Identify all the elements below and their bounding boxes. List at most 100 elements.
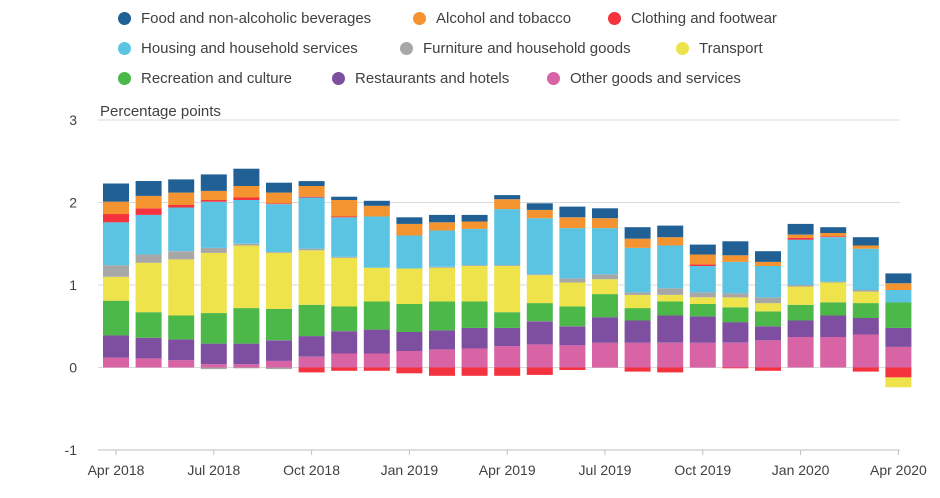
bar-segment [852,334,879,368]
bar-segment [168,192,195,205]
bar-segment [429,266,455,268]
bar-segment [461,327,488,349]
legend-item[interactable]: Restaurants and hotels [332,70,509,87]
bar-segment [103,300,129,336]
bar-segment [657,225,684,238]
bar-segment [266,308,292,341]
bar-segment [396,351,423,368]
legend-swatch-icon [413,12,426,25]
bar-segment [396,235,423,269]
bar-segment [429,367,455,376]
bar-segment [429,330,455,350]
bar-segment [820,233,847,237]
y-tick-label: 2 [69,195,77,211]
bar-segment [559,282,586,307]
bar-segment [461,301,488,328]
bar-segment [266,192,292,204]
bar-segment [722,297,749,308]
bar-segment [852,237,879,246]
bar-segment [429,214,455,223]
bar-segment [461,266,488,302]
bar-segment [559,278,586,283]
bar-segment [526,321,553,345]
bar-segment [755,266,781,298]
bar-segment [200,200,227,202]
legend-swatch-icon [608,12,621,25]
bar-segment [461,348,488,368]
legend-item[interactable]: Food and non-alcoholic beverages [118,10,371,27]
bar-segment [331,196,358,200]
bar-segment [787,337,814,368]
legend-item[interactable]: Transport [676,40,763,57]
bar-segment [689,254,716,265]
bar-segment [396,268,423,304]
bar-segment [755,303,781,312]
bar-segment [624,247,651,293]
bar-segment [755,297,781,304]
bar-segment [396,304,423,332]
bar-segment [135,312,162,338]
bar-segment [103,357,129,368]
legend-item[interactable]: Recreation and culture [118,70,292,87]
bar-segment [233,367,260,369]
y-tick-label: 3 [69,112,77,128]
bar-segment [331,216,358,218]
bar-segment [755,251,781,262]
bar-segment [298,356,325,368]
bar-segment [298,196,325,198]
bar-segment [298,181,325,186]
bar-segment [363,301,390,330]
bar-segment [266,340,292,361]
bar-segment [722,342,749,368]
bar-segment [689,316,716,343]
legend-item[interactable]: Housing and household services [118,40,358,57]
bar-segment [624,238,651,248]
bar-segment [657,245,684,289]
bar-segment [592,208,618,219]
bar-segment [363,329,390,354]
bar-segment [233,308,260,344]
bar-segment [755,326,781,341]
bar-segment [266,252,292,253]
bar-segment [820,282,847,303]
legend-label: Restaurants and hotels [355,70,510,87]
bar-segment [657,315,684,343]
bar-segment [233,364,260,368]
legend-item[interactable]: Furniture and household goods [400,40,631,57]
bar-segment [461,367,488,376]
bar-segment [657,301,684,316]
bar-segment [103,265,129,277]
bar-segment [657,342,684,368]
legend-swatch-icon [118,12,131,25]
bar-segment [787,320,814,337]
bar-segment [103,335,129,358]
x-tick-label: Jan 2020 [772,462,830,478]
bar-segment [722,255,749,262]
bar-segment [494,327,521,347]
bar-segment [755,367,781,371]
bar-segment [722,322,749,343]
legend-item[interactable]: Other goods and services [547,70,741,87]
bar-segment [885,290,912,303]
bar-segment [689,304,716,317]
legend-label: Other goods and services [570,70,741,87]
bar-segment [689,297,716,304]
bar-segment [787,239,814,285]
bar-segment [266,252,292,309]
bar-segment [266,182,292,193]
bar-segment [200,201,227,248]
bar-segment [396,332,423,351]
bar-segment [494,346,521,368]
bar-segment [200,343,227,365]
bar-segment [331,257,358,307]
bar-segment [331,367,358,371]
legend-item[interactable]: Clothing and footwear [608,10,777,27]
legend-item[interactable]: Alcohol and tobacco [413,10,571,27]
bar-segment [266,204,292,252]
bar-segment [787,234,814,238]
bar-segment [559,306,586,327]
bar-segment [852,303,879,318]
bar-segment [755,311,781,327]
bar-segment [885,367,912,378]
bar-segment [657,294,684,302]
